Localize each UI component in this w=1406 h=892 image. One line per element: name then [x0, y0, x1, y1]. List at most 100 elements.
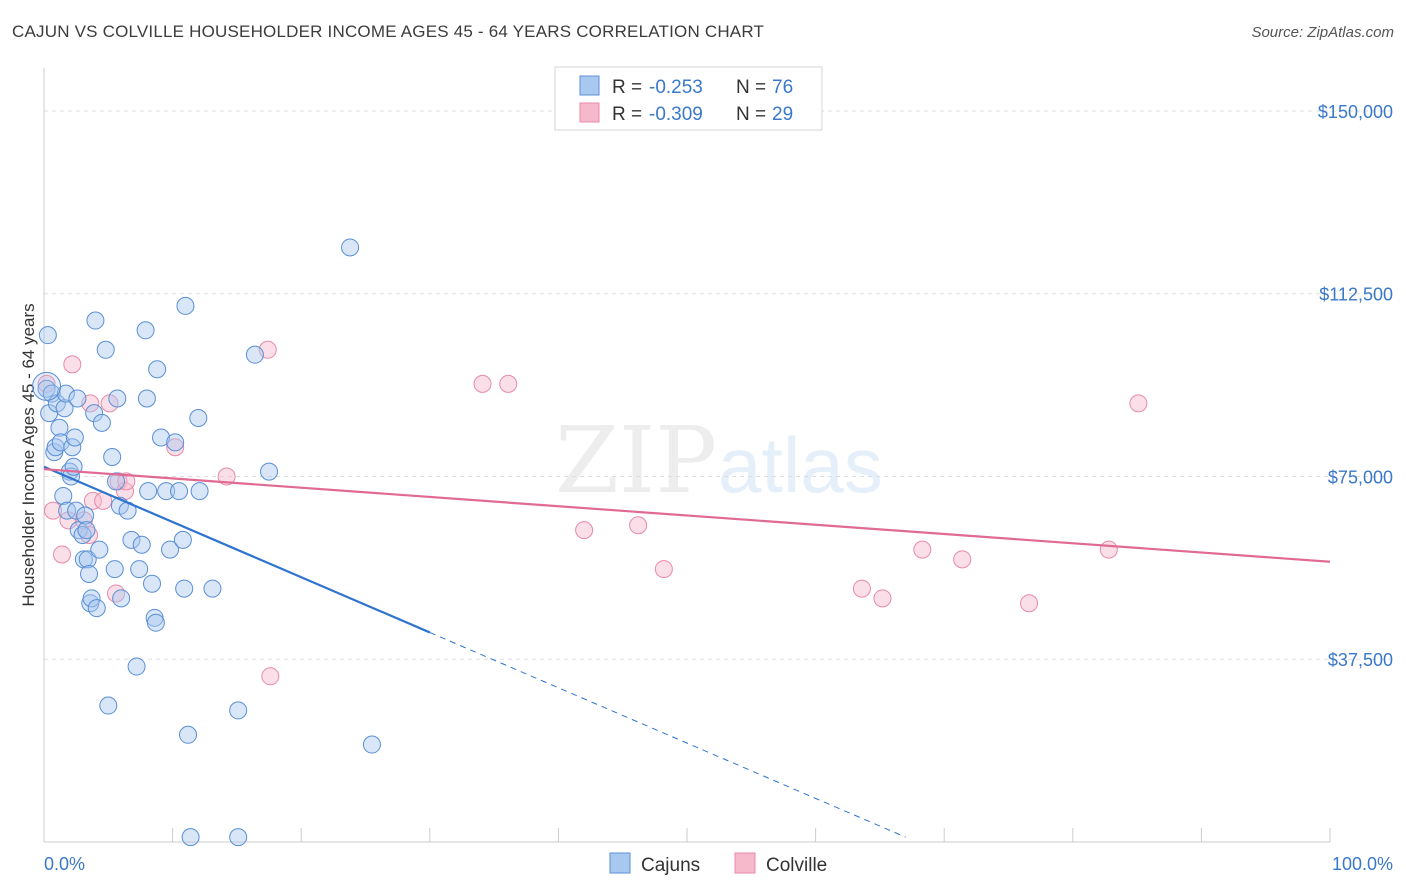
colville-point: [873, 589, 892, 608]
x-tick-label: 0.0%: [44, 854, 85, 874]
cajuns-point: [122, 530, 141, 549]
cajuns-point: [74, 550, 93, 569]
colville-point: [44, 501, 63, 520]
cajuns-point: [37, 379, 56, 398]
cajuns-point: [132, 535, 151, 554]
cajuns-point: [152, 428, 171, 447]
colville-point: [107, 584, 126, 603]
bottom-legend-swatch-cajuns: [609, 852, 631, 874]
legend-r-label-cajuns: R =: [612, 77, 642, 98]
cajuns-point: [148, 360, 167, 379]
cajuns-point: [130, 560, 149, 579]
colville-point: [499, 374, 518, 393]
colville-point: [1129, 394, 1148, 413]
cajuns-point: [137, 389, 156, 408]
watermark: ZIP atlas: [555, 407, 883, 514]
cajuns-point: [103, 448, 122, 466]
legend-r-label-colville: R =: [612, 104, 642, 125]
legend-n-label-colville: N =: [736, 104, 766, 125]
cajuns-point: [176, 296, 195, 315]
cajuns-point: [203, 579, 222, 598]
cajuns-point: [80, 564, 99, 583]
cajuns-point: [67, 501, 86, 520]
source-label: Source: ZipAtlas.com: [1251, 24, 1394, 41]
y-tick-label: $112,500: [1319, 285, 1393, 305]
colville-point: [913, 540, 932, 559]
cajuns-point: [42, 384, 61, 403]
colville-point: [116, 482, 135, 501]
legend-n-value-colville: 29: [772, 104, 793, 125]
colville-point: [63, 355, 82, 374]
chart-title: CAJUN VS COLVILLE HOUSEHOLDER INCOME AGE…: [12, 22, 765, 41]
colville-point: [83, 491, 102, 510]
cajuns-point: [245, 345, 264, 364]
axes: [43, 68, 1331, 843]
cajuns-point: [96, 340, 115, 359]
cajuns-point: [136, 321, 155, 340]
cajuns-trend-extension: [429, 631, 906, 838]
grid-lines: [44, 110, 1390, 660]
cajuns-point: [51, 433, 70, 452]
cajuns-point: [341, 238, 360, 257]
cajuns-point: [127, 657, 146, 676]
watermark-atlas: atlas: [718, 421, 883, 509]
cajuns-point: [90, 540, 109, 559]
cajuns-point: [181, 828, 200, 847]
cajuns-point: [173, 530, 192, 549]
cajuns-point: [82, 589, 101, 608]
colville-point: [117, 472, 136, 491]
colville-point: [629, 516, 648, 535]
cajuns-point: [112, 589, 131, 608]
cajuns-point: [161, 540, 180, 559]
colville-point: [1020, 594, 1039, 613]
bottom-legend-swatch-colville: [734, 852, 756, 874]
cajuns-point: [92, 413, 111, 432]
y-tick-labels: $37,500 $75,000 $112,500 $150,000: [1318, 102, 1393, 670]
cajuns-point: [76, 506, 95, 525]
cajuns-point: [229, 828, 248, 847]
cajuns-point: [189, 409, 208, 428]
cajuns-point: [38, 326, 57, 345]
cajuns-point: [85, 404, 104, 423]
y-tick-label: $150,000: [1318, 102, 1393, 122]
legend: R = -0.253 N = 76 R = -0.309 N = 29: [554, 66, 823, 131]
cajuns-point: [86, 311, 105, 330]
y-tick-label: $75,000: [1328, 467, 1393, 487]
watermark-zip: ZIP: [555, 407, 717, 514]
bottom-legend: Cajuns Colville: [609, 852, 827, 876]
colville-point: [852, 579, 871, 598]
legend-r-value-colville: -0.309: [649, 104, 703, 125]
cajuns-point: [105, 560, 124, 579]
cajuns-point: [229, 701, 248, 720]
cajuns-point: [190, 482, 209, 501]
legend-r-value-cajuns: -0.253: [649, 77, 703, 98]
x-tick-labels: 0.0% 100.0%: [44, 854, 1393, 874]
colville-trend-line: [43, 468, 1331, 563]
cajuns-point: [143, 574, 162, 593]
cajuns-point: [179, 725, 198, 744]
cajuns-point: [65, 428, 84, 447]
colville-point: [37, 374, 56, 393]
series-cajuns-points: [32, 238, 381, 847]
cajuns-point: [87, 599, 106, 618]
cajuns-trend-line: [43, 465, 431, 634]
cajuns-point: [146, 613, 165, 632]
cajuns-point: [166, 433, 185, 452]
colville-point: [575, 521, 594, 540]
legend-n-label-cajuns: N =: [736, 77, 766, 98]
colville-point: [217, 467, 236, 486]
cajuns-point: [157, 482, 176, 501]
cajuns-point: [175, 579, 194, 598]
colville-point: [261, 667, 280, 686]
cajuns-point: [139, 482, 158, 501]
cajuns-point: [68, 389, 87, 408]
cajuns-point: [260, 462, 279, 481]
legend-n-value-cajuns: 76: [772, 77, 793, 98]
colville-point: [473, 374, 492, 393]
legend-swatch-colville: [579, 102, 600, 123]
cajuns-point: [108, 389, 127, 408]
cajuns-point: [54, 486, 73, 505]
colville-point: [953, 550, 972, 569]
cajuns-point: [107, 472, 126, 491]
